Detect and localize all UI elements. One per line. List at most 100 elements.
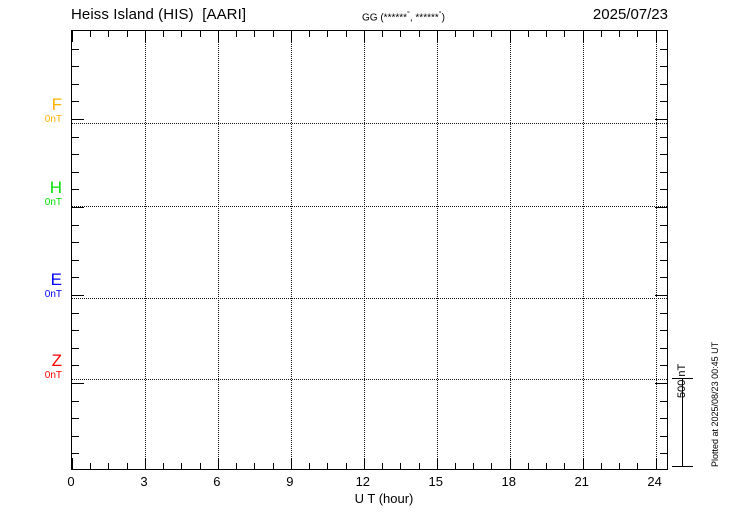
x-axis-tick <box>309 31 311 37</box>
y-axis-tick <box>72 154 79 156</box>
x-axis-tick <box>363 458 365 469</box>
y-axis-tick <box>660 400 667 402</box>
y-axis-tick <box>72 189 79 191</box>
geo-suffix: ) <box>441 12 445 24</box>
vertical-gridline <box>582 31 584 469</box>
scale-bar-stem <box>682 378 683 467</box>
x-axis-tick <box>126 31 128 37</box>
x-axis-tick <box>181 31 183 37</box>
x-tick-label: 24 <box>647 474 662 489</box>
y-axis-tick <box>72 383 84 384</box>
y-axis-tick <box>72 277 79 279</box>
y-axis-tick <box>660 418 667 420</box>
y-axis-tick <box>72 312 79 314</box>
x-axis-tick <box>655 31 657 42</box>
x-axis-tick <box>473 463 475 469</box>
y-axis-tick <box>72 295 84 296</box>
geo-longitude: ****** <box>415 12 439 24</box>
x-axis-tick <box>290 31 292 42</box>
component-baseline-value-e: 0nT <box>44 289 62 300</box>
x-axis-tick <box>272 31 274 37</box>
component-label-z: Z <box>51 351 62 370</box>
grid-layer <box>72 31 667 469</box>
degree-icon: ° <box>438 11 442 18</box>
geographic-coordinates: GG (******°, ******°) <box>362 11 445 23</box>
x-axis-tick <box>400 31 402 37</box>
x-axis-tick <box>327 31 329 37</box>
y-axis-tick <box>72 136 79 138</box>
y-axis-tick <box>660 330 667 332</box>
x-axis-tick <box>199 463 201 469</box>
x-axis-tick <box>637 463 639 469</box>
vertical-gridline <box>217 31 219 469</box>
x-axis-tick <box>418 463 420 469</box>
trace-h <box>72 206 667 207</box>
component-label-f: F <box>51 95 62 114</box>
y-axis-tick <box>660 171 667 173</box>
y-axis-tick <box>72 83 79 85</box>
x-axis-tick <box>90 463 92 469</box>
y-axis-tick <box>660 453 667 455</box>
x-axis-title: U T (hour) <box>0 491 730 506</box>
scale-bar <box>672 378 694 467</box>
x-axis-tick <box>655 458 657 469</box>
x-axis-tick <box>527 31 529 37</box>
degree-icon: ° <box>407 11 410 18</box>
y-axis-tick <box>72 101 79 103</box>
x-axis-tick <box>382 31 384 37</box>
y-axis-tick <box>660 259 667 261</box>
vertical-gridline <box>509 31 511 469</box>
plotted-timestamp: Plotted at 2025/08/23 00:45 UT <box>710 341 720 467</box>
x-axis-tick <box>564 31 566 37</box>
y-axis-tick <box>72 347 79 349</box>
trace-layer <box>72 31 667 469</box>
baseline-gridline-e <box>72 298 667 299</box>
y-axis-tick <box>660 83 667 85</box>
x-axis-tick <box>436 31 438 42</box>
x-axis-tick <box>491 31 493 37</box>
y-axis-tick <box>655 119 667 120</box>
x-axis-tick <box>546 463 548 469</box>
x-axis-tick <box>181 463 183 469</box>
x-axis-tick <box>436 458 438 469</box>
x-tick-label: 9 <box>286 474 294 489</box>
tick-layer <box>72 31 667 469</box>
y-axis-tick <box>660 154 667 156</box>
geo-separator: , <box>409 12 416 24</box>
vertical-gridline <box>144 31 146 469</box>
x-axis-tick <box>600 463 602 469</box>
y-axis-tick <box>72 400 79 402</box>
y-axis-tick <box>655 383 667 384</box>
y-axis-tick <box>72 171 79 173</box>
vertical-gridline <box>290 31 292 469</box>
x-axis-tick <box>163 31 165 37</box>
y-axis-tick <box>660 435 667 437</box>
x-axis-tick <box>564 463 566 469</box>
y-axis-tick <box>72 418 79 420</box>
x-axis-tick <box>473 31 475 37</box>
x-axis-tick <box>619 31 621 37</box>
x-axis-tick <box>600 31 602 37</box>
x-tick-label: 21 <box>574 474 589 489</box>
y-axis-tick <box>660 312 667 314</box>
y-axis-tick <box>72 365 79 367</box>
x-axis-tick <box>327 463 329 469</box>
vertical-gridline <box>363 31 365 469</box>
x-axis-tick <box>418 31 420 37</box>
y-axis-tick <box>660 347 667 349</box>
y-axis-tick <box>72 453 79 455</box>
x-axis-tick <box>491 463 493 469</box>
vertical-gridline <box>655 31 657 469</box>
y-axis-tick <box>655 207 667 208</box>
x-axis-tick <box>455 463 456 469</box>
x-axis-tick <box>144 31 146 42</box>
baseline-gridline-z <box>72 379 667 380</box>
x-axis-tick <box>345 31 347 37</box>
x-axis-tick <box>254 31 256 37</box>
x-tick-label: 15 <box>428 474 443 489</box>
x-axis-tick <box>236 463 238 469</box>
y-axis-tick <box>660 189 667 191</box>
x-axis-tick <box>527 463 529 469</box>
x-tick-label: 3 <box>140 474 148 489</box>
component-baseline-value-f: 0nT <box>44 114 62 125</box>
